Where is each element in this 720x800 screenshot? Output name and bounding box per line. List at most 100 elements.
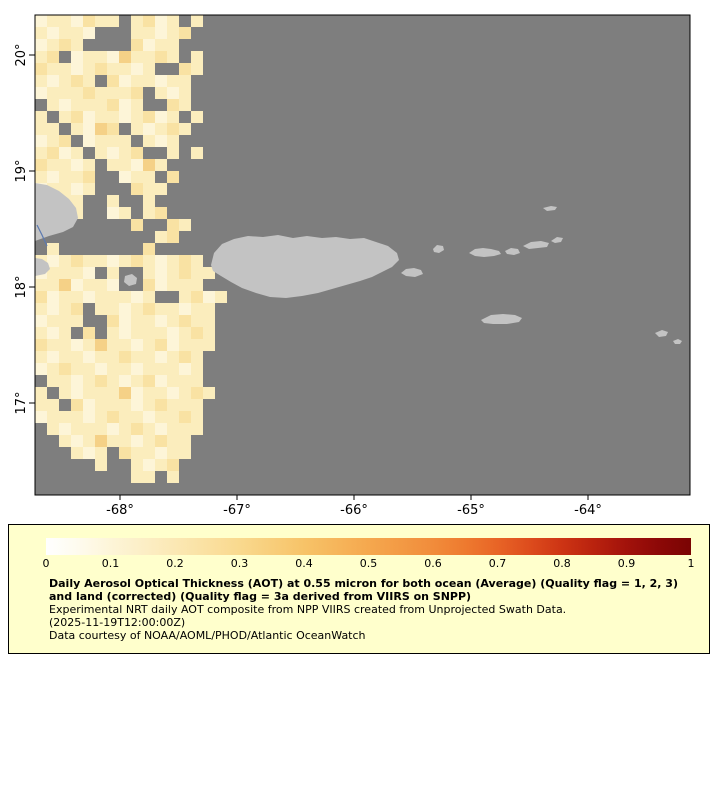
aot-cell [71, 123, 83, 135]
aot-cell [119, 387, 131, 399]
aot-cell [59, 303, 71, 315]
aot-cell [47, 147, 59, 159]
aot-cell [59, 375, 71, 387]
aot-cell [107, 399, 119, 411]
aot-cell [83, 339, 95, 351]
aot-cell [167, 339, 179, 351]
aot-cell [59, 435, 71, 447]
aot-cell [131, 111, 143, 123]
st-martin [655, 330, 668, 337]
aot-cell [131, 459, 143, 471]
aot-cell [83, 75, 95, 87]
aot-cell [83, 351, 95, 363]
aot-cell [191, 387, 203, 399]
colorbar-tick-labels: 0 0.1 0.2 0.3 0.4 0.5 0.6 0.7 0.8 0.9 1 [43, 557, 695, 572]
aot-cell [167, 219, 179, 231]
aot-cell [155, 459, 167, 471]
aot-cell [83, 63, 95, 75]
aot-cell [107, 51, 119, 63]
aot-cell [143, 423, 155, 435]
legend-title: Daily Aerosol Optical Thickness (AOT) at… [49, 577, 678, 603]
aot-cell [83, 411, 95, 423]
aot-cell [47, 375, 59, 387]
aot-cell [95, 303, 107, 315]
aot-cell [59, 27, 71, 39]
aot-cell [143, 363, 155, 375]
aot-cell [119, 315, 131, 327]
aot-cell [107, 291, 119, 303]
aot-cell [131, 399, 143, 411]
aot-cell [59, 411, 71, 423]
aot-cell [131, 423, 143, 435]
aot-cell [95, 51, 107, 63]
aot-cell [59, 327, 71, 339]
aot-cell [119, 363, 131, 375]
aot-cell [155, 87, 167, 99]
aot-cell [167, 315, 179, 327]
aot-cell [119, 447, 131, 459]
aot-cell [47, 135, 59, 147]
aot-cell [83, 87, 95, 99]
aot-cell [107, 387, 119, 399]
aot-cell [107, 63, 119, 75]
aot-cell [95, 87, 107, 99]
aot-map: -68° -67° -66° -65° -64° 20° 19° 18° 17° [14, 14, 691, 518]
aot-cell [71, 39, 83, 51]
colorbar-tick: 0.8 [553, 557, 571, 570]
aot-cell [131, 471, 143, 483]
aot-cell [155, 39, 167, 51]
aot-cell [119, 135, 131, 147]
aot-cell [203, 315, 215, 327]
aot-cell [59, 171, 71, 183]
aot-cell [155, 423, 167, 435]
aot-cell [47, 87, 59, 99]
aot-cell [131, 435, 143, 447]
aot-cell [59, 147, 71, 159]
aot-cell [167, 459, 179, 471]
aot-cell [143, 123, 155, 135]
aot-cell [59, 15, 71, 27]
aot-cell [35, 279, 47, 291]
aot-cell [179, 423, 191, 435]
aot-cell [35, 123, 47, 135]
aot-cell [179, 315, 191, 327]
aot-cell [131, 339, 143, 351]
aot-cell [203, 267, 215, 279]
lon-tick-label: -66° [340, 503, 368, 518]
aot-cell [131, 387, 143, 399]
aot-cell [179, 75, 191, 87]
aot-cell [179, 327, 191, 339]
aot-cell [167, 471, 179, 483]
aot-cell [143, 435, 155, 447]
aot-cell [143, 279, 155, 291]
aot-cell [119, 327, 131, 339]
small-island-east [673, 339, 682, 344]
aot-cell [71, 87, 83, 99]
aot-cell [35, 399, 47, 411]
aot-cell [107, 375, 119, 387]
aot-cell [35, 27, 47, 39]
colorbar-tick: 0.7 [488, 557, 507, 570]
aot-cell [107, 255, 119, 267]
aot-cell [71, 339, 83, 351]
aot-cell [179, 339, 191, 351]
aot-cell [155, 435, 167, 447]
aot-cell [47, 255, 59, 267]
aot-cell [155, 327, 167, 339]
tortola [523, 241, 549, 249]
aot-cell [155, 339, 167, 351]
aot-cell [143, 255, 155, 267]
aot-cell [83, 279, 95, 291]
aot-cell [119, 303, 131, 315]
aot-cell [59, 339, 71, 351]
aot-cell [71, 303, 83, 315]
mona-island [124, 274, 137, 286]
st-thomas [469, 248, 501, 257]
aot-cell [119, 339, 131, 351]
aot-cell [107, 279, 119, 291]
lon-tick-label: -64° [574, 503, 602, 518]
lat-tick-label: 19° [14, 159, 29, 182]
aot-cell [167, 75, 179, 87]
aot-cell [95, 123, 107, 135]
aot-cell [95, 411, 107, 423]
